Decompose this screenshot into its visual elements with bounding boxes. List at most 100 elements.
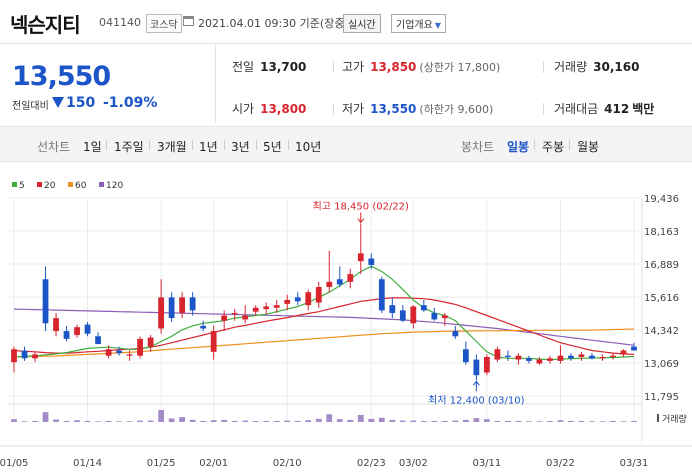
stat-high: 고가 13,850 (상한가 17,800): [342, 58, 500, 75]
tab-period-3y[interactable]: 3년: [231, 140, 250, 154]
candle-body: [505, 355, 511, 358]
max-arrow-icon: [357, 212, 365, 224]
legend-swatch: [37, 182, 42, 187]
company-info-dropdown[interactable]: 기업개요 ▼: [391, 14, 446, 33]
candle-body: [526, 358, 532, 361]
volume-bar: [494, 420, 501, 422]
stat-value: 13,850: [370, 60, 417, 74]
candle-body: [326, 281, 333, 288]
stat-open: 시가 13,800: [232, 100, 306, 117]
candle-body: [158, 297, 165, 329]
volume-bar: [420, 420, 427, 422]
candle-body: [399, 310, 406, 321]
tab-candle-daily[interactable]: 일봉: [507, 140, 530, 154]
tab-period-3m[interactable]: 3개월: [157, 140, 187, 154]
candle-body: [273, 305, 280, 308]
calendar-icon: [183, 16, 194, 26]
y-tick-label: 11,795: [644, 392, 679, 403]
volume-bar: [74, 420, 80, 422]
volume-bar: [599, 421, 606, 422]
tab-period-1y[interactable]: 1년: [199, 140, 218, 154]
volume-bar: [389, 419, 396, 422]
candle-body: [210, 331, 217, 352]
volume-bar: [536, 421, 543, 422]
candle-body: [389, 305, 396, 313]
y-tick-label: 18,163: [644, 227, 679, 238]
volume-bar: [137, 420, 143, 422]
volume-bar: [610, 420, 616, 422]
volume-bar: [284, 420, 291, 422]
x-tick-label: 02/10: [273, 458, 302, 469]
divider: [224, 140, 225, 150]
volume-bar: [11, 419, 17, 422]
candle-body: [494, 349, 501, 360]
candle-body: [483, 357, 490, 373]
candle-body: [420, 305, 427, 311]
divider: [543, 103, 544, 115]
legend-label: 120: [106, 181, 123, 191]
tab-period-10y[interactable]: 10년: [295, 140, 322, 154]
y-tick-label: 16,889: [644, 260, 679, 271]
candle-body: [95, 336, 101, 345]
candle-body: [200, 325, 207, 329]
min-price-annotation: 최저 12,400 (03/10): [428, 394, 524, 406]
candle-body: [620, 350, 627, 355]
volume-bar: [21, 421, 28, 422]
candle-body: [53, 318, 59, 332]
tab-candle-weekly[interactable]: 주봉: [542, 140, 565, 154]
ma120-line: [13, 308, 635, 346]
candle-body: [221, 315, 228, 321]
volume-bar: [242, 420, 249, 422]
candle-body: [168, 297, 175, 319]
candle-body: [589, 355, 595, 359]
volume-bar: [221, 419, 228, 422]
volume-bar: [252, 420, 259, 422]
volume-bar: [399, 420, 406, 422]
legend-label: 20: [44, 181, 56, 191]
candle-body: [11, 349, 17, 363]
candle-body: [74, 327, 80, 335]
stat-value: 13,700: [260, 60, 307, 74]
legend-label: 5: [19, 181, 25, 191]
stat-value: 412: [604, 102, 630, 116]
stock-candlestick-chart[interactable]: 5 20 60 120 19,436 18,163 16,889 15,616 14,342 13…: [0, 176, 692, 475]
candle-body: [473, 359, 480, 376]
divider: [192, 140, 193, 150]
candle-body: [21, 350, 28, 359]
candle-body: [84, 324, 91, 334]
price-change-percent: -1.09%: [103, 95, 158, 111]
volume-bar: [631, 420, 637, 422]
volume-bar: [63, 420, 70, 422]
candle-body: [105, 349, 112, 356]
candle-body: [357, 253, 364, 262]
stat-label: 전일: [232, 60, 255, 74]
volume-bar: [526, 421, 532, 422]
x-tick-label: 03/31: [620, 458, 649, 469]
volume-bar: [568, 420, 574, 422]
price-panel: 13,550 전일대비 150 -1.09%: [0, 45, 216, 123]
volume-bar: [357, 414, 364, 422]
tab-period-1w[interactable]: 1주일: [114, 140, 144, 154]
divider: [106, 140, 107, 150]
realtime-button[interactable]: 실시간: [343, 14, 381, 33]
legend-swatch: [99, 182, 104, 187]
divider: [149, 140, 150, 150]
x-tick-label: 01/05: [0, 458, 28, 469]
tab-period-5y[interactable]: 5년: [263, 140, 282, 154]
x-tick-label: 01/25: [147, 458, 176, 469]
candle-body: [368, 258, 375, 266]
candle-body: [378, 279, 385, 311]
min-arrow-icon: [472, 380, 480, 392]
tab-period-1d[interactable]: 1일: [83, 140, 102, 154]
x-tick-label: 03/02: [399, 458, 428, 469]
candle-body: [32, 354, 38, 359]
quote-stats: 전일 13,700 고가 13,850 (상한가 17,800) 거래량 30,160 …: [217, 45, 692, 123]
volume-bar: [431, 420, 438, 422]
candle-body: [305, 292, 312, 306]
candle-body: [179, 297, 186, 313]
candle-body: [410, 306, 417, 324]
y-tick-label: 19,436: [644, 194, 679, 205]
tab-candle-monthly[interactable]: 월봉: [577, 140, 600, 154]
volume-bar: [452, 420, 459, 422]
max-price-annotation: 최고 18,450 (02/22): [313, 201, 409, 213]
